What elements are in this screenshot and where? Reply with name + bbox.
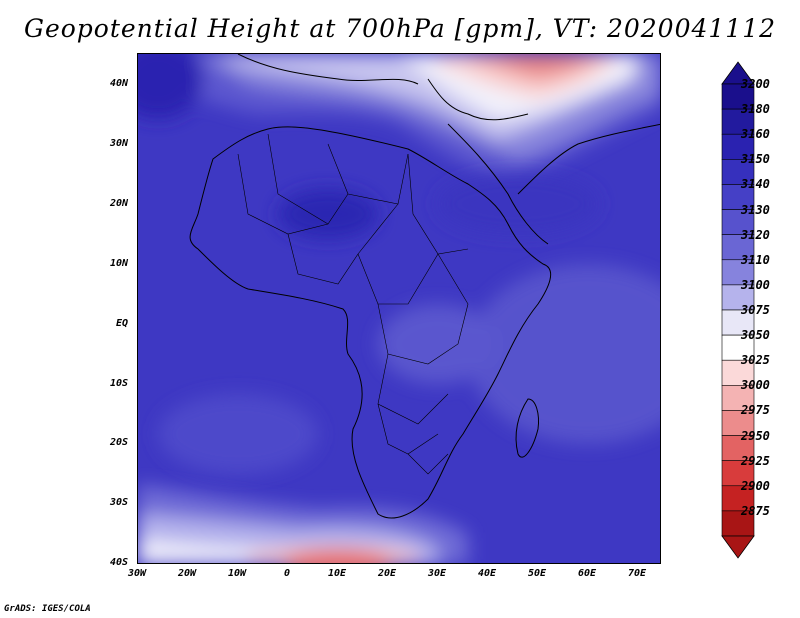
- footer-credit: GrADS: IGES/COLA: [4, 604, 91, 614]
- colorbar-label: 3130: [741, 202, 770, 217]
- colorbar-label: 2925: [741, 453, 770, 468]
- lon-label: 30W: [127, 568, 147, 579]
- lat-label: 20S: [109, 437, 128, 448]
- lon-label: 30E: [427, 568, 447, 579]
- lat-label: 10S: [109, 378, 128, 389]
- map-plot-area: [137, 53, 661, 564]
- colorbar-label: 2950: [741, 428, 770, 443]
- colorbar-label: 3150: [741, 152, 770, 167]
- lon-label: 10W: [227, 568, 247, 579]
- lon-label: 0: [283, 568, 291, 579]
- colorbar-swatch: [721, 133, 755, 160]
- colorbar-label: 3140: [741, 177, 770, 192]
- colorbar-label: 3025: [741, 353, 770, 368]
- colorbar-swatch: [721, 359, 755, 386]
- chart-title: Geopotential Height at 700hPa [gpm], VT:…: [23, 14, 777, 43]
- colorbar-min-arrow: [721, 535, 755, 559]
- colorbar-swatch: [721, 259, 755, 286]
- colorbar-swatch: [721, 385, 755, 411]
- colorbar-swatch: [721, 159, 755, 185]
- colorbar-label: 3100: [741, 277, 770, 292]
- lon-label: 20E: [377, 568, 397, 579]
- colorbar-swatch: [721, 284, 755, 311]
- colorbar-swatch: [721, 184, 755, 210]
- colorbar-swatch: [721, 435, 755, 461]
- lon-label: 10E: [327, 568, 347, 579]
- colorbar-swatch: [721, 334, 755, 361]
- colorbar: [721, 61, 755, 559]
- colorbar-label: 3000: [741, 378, 770, 393]
- colorbar-swatch: [721, 510, 755, 537]
- colorbar-label: 3050: [741, 328, 770, 343]
- colorbar-label: 2875: [741, 503, 770, 518]
- lat-label: 10N: [109, 258, 128, 269]
- colorbar-swatch: [721, 234, 755, 261]
- colorbar-label: 3180: [741, 102, 770, 117]
- colorbar-swatch: [721, 108, 755, 135]
- lat-label: EQ: [115, 318, 128, 329]
- south-gradient: [138, 484, 468, 563]
- colorbar-swatch: [721, 410, 755, 436]
- lat-label: 40S: [109, 557, 128, 568]
- colorbar-swatch: [721, 485, 755, 512]
- lat-label: 20N: [109, 198, 128, 209]
- colorbar-label: 3160: [741, 127, 770, 142]
- lat-label: 30N: [109, 138, 128, 149]
- lon-label: 60E: [577, 568, 597, 579]
- colorbar-swatch: [721, 309, 755, 336]
- colorbar-label: 3075: [741, 303, 770, 317]
- lat-label: 40N: [109, 78, 128, 89]
- lon-label: 70E: [627, 568, 647, 579]
- height-field: [138, 54, 660, 563]
- colorbar-label: 2975: [741, 403, 770, 418]
- lon-label: 50E: [527, 568, 547, 579]
- coastlines: [189, 54, 660, 519]
- colorbar-label: 2900: [741, 478, 770, 493]
- lon-label: 20W: [177, 568, 197, 579]
- colorbar-label: 3110: [741, 252, 770, 267]
- lat-label: 30S: [109, 497, 128, 508]
- lon-label: 40E: [477, 568, 497, 579]
- tropical-field: [158, 174, 660, 474]
- north-gradient: [138, 54, 660, 184]
- colorbar-label: 3120: [741, 227, 770, 242]
- colorbar-swatch: [721, 460, 755, 487]
- colorbar-swatch: [721, 209, 755, 235]
- colorbar-label: 3200: [741, 77, 770, 91]
- country-borders: [237, 133, 469, 475]
